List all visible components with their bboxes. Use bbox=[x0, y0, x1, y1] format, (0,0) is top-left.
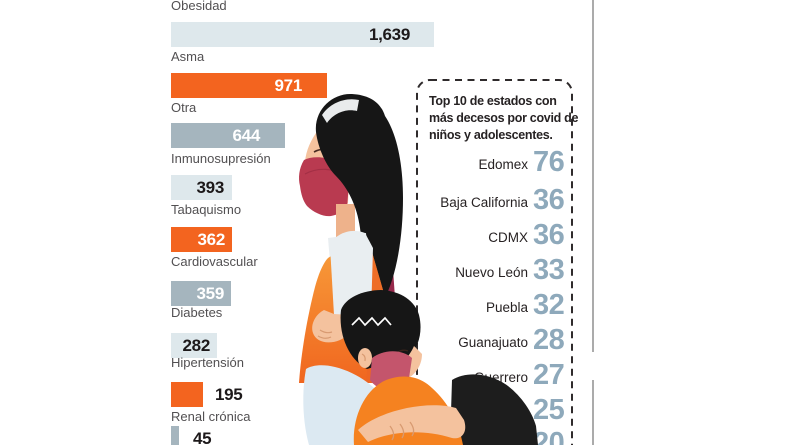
panel-title-line: más decesos por covid de bbox=[429, 111, 579, 125]
boy-legs-shoes bbox=[450, 374, 538, 445]
state-deaths: 32 bbox=[533, 289, 565, 321]
state-name: CDMX bbox=[488, 230, 528, 245]
girl-figure bbox=[299, 93, 403, 383]
bar-cropped-last bbox=[171, 426, 179, 445]
boy-hair bbox=[340, 290, 421, 369]
bar-value: 1,639 bbox=[368, 25, 410, 44]
dashed-border-box bbox=[416, 79, 573, 445]
vertical-divider-line bbox=[592, 0, 594, 352]
panel-title-line: Top 10 de estados con bbox=[429, 94, 557, 108]
boy-figure bbox=[303, 290, 538, 445]
bar-category-label: Obesidad bbox=[171, 0, 227, 13]
bar-cardiovascular: 362 bbox=[171, 227, 232, 252]
bar-category-label: Asma bbox=[171, 49, 205, 64]
boy-closed-eye bbox=[397, 349, 409, 353]
state-deaths: 76 bbox=[533, 146, 565, 178]
bar-category-label: Cardiovascular bbox=[171, 254, 258, 269]
bar-value: 362 bbox=[197, 230, 226, 249]
state-deaths: 33 bbox=[533, 254, 565, 286]
state-deaths: 36 bbox=[533, 184, 565, 216]
bar-category-label: Inmunosupresión bbox=[171, 151, 271, 166]
bar-value: 393 bbox=[196, 178, 225, 197]
girl-hair bbox=[315, 93, 403, 314]
bar-value: 644 bbox=[232, 126, 261, 145]
panel-title: Top 10 de estados con más decesos por co… bbox=[429, 93, 579, 144]
panel-title-line: niños y adolescentes. bbox=[429, 128, 553, 142]
state-deaths: 27 bbox=[533, 359, 565, 391]
bar-value: 45 bbox=[193, 429, 212, 445]
bar-category-label: Tabaquismo bbox=[171, 202, 242, 217]
bar-category-label: Hipertensión bbox=[171, 355, 244, 370]
bar-inmunosupresion: 644 bbox=[171, 123, 285, 148]
bar-value: 971 bbox=[274, 76, 303, 95]
bar-category-label: Otra bbox=[171, 100, 197, 115]
bar-category-label: Renal crónica bbox=[171, 409, 251, 424]
state-deaths: 28 bbox=[533, 324, 565, 356]
state-name: Baja California bbox=[440, 195, 528, 210]
girl-headband bbox=[322, 99, 359, 123]
state-name: Edomex bbox=[478, 157, 528, 172]
bar-tabaquismo: 393 bbox=[171, 175, 232, 200]
state-name: Puebla bbox=[485, 300, 528, 315]
bar-value: 359 bbox=[196, 284, 225, 303]
state-deaths: 25 bbox=[533, 394, 565, 426]
bar-otra: 971 bbox=[171, 73, 327, 98]
bar-value: 195 bbox=[215, 385, 243, 404]
bar-category-label: Diabetes bbox=[171, 305, 223, 320]
state-name: Nuevo León bbox=[455, 265, 528, 280]
bar-renal-cronica bbox=[171, 382, 203, 407]
state-deaths: 36 bbox=[533, 219, 565, 251]
bar-diabetes: 359 bbox=[171, 281, 231, 306]
vertical-divider-line bbox=[592, 380, 594, 445]
bar-hipertension: 282 bbox=[171, 333, 217, 358]
state-deaths-cropped: 20 bbox=[533, 427, 565, 445]
state-name: Guanajuato bbox=[458, 335, 528, 350]
bar-asma: 1,639 bbox=[171, 22, 434, 47]
children-masked-illustration bbox=[299, 93, 538, 445]
bar-value: 282 bbox=[182, 336, 211, 355]
